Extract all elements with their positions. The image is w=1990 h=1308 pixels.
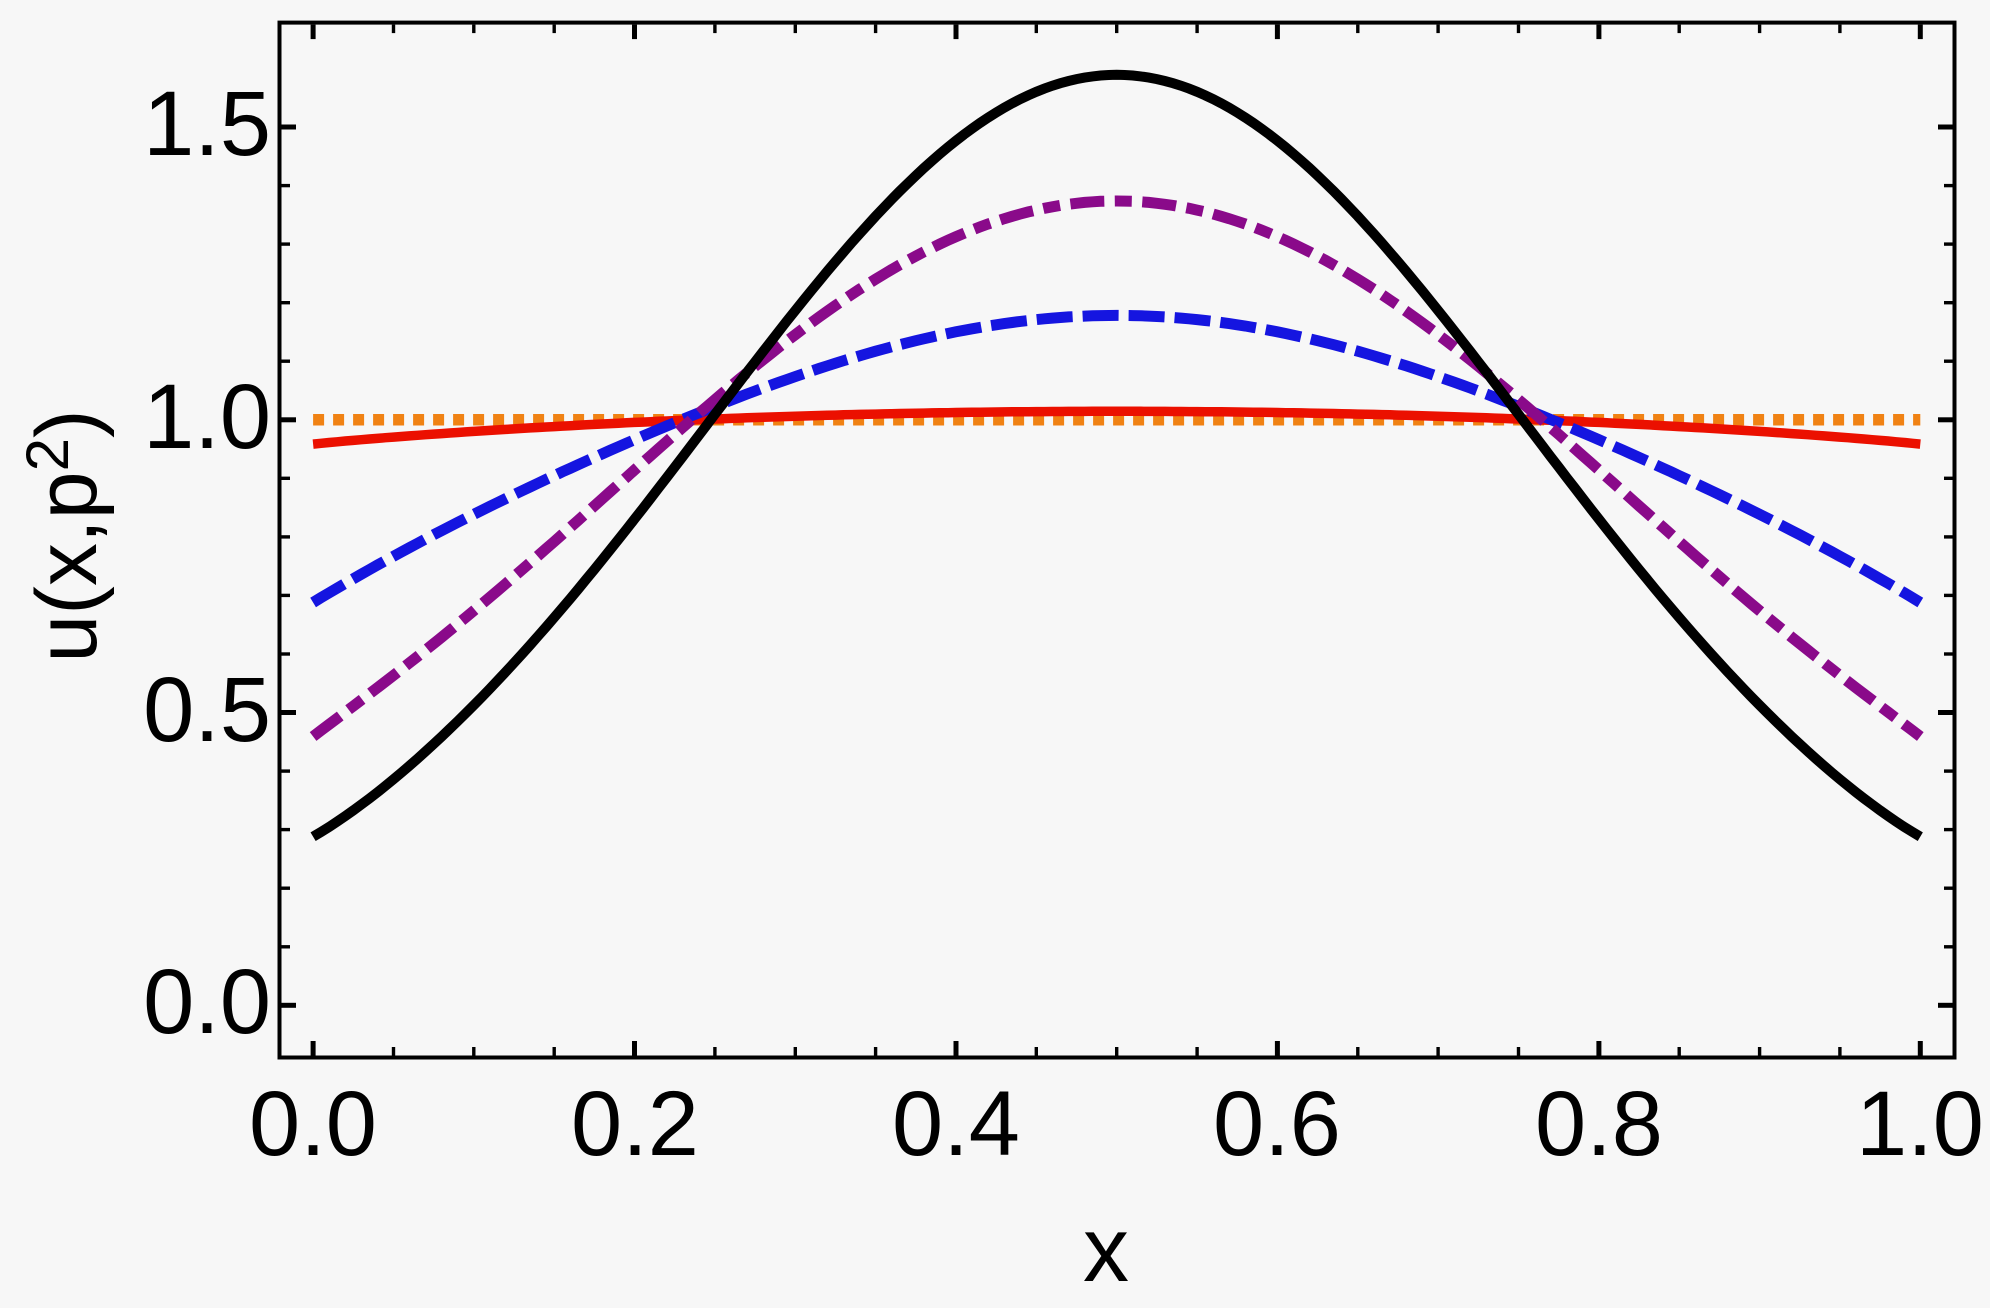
svg-text:0.0: 0.0 bbox=[143, 951, 271, 1053]
svg-text:1.5: 1.5 bbox=[143, 73, 271, 175]
svg-text:0.6: 0.6 bbox=[1213, 1073, 1341, 1175]
svg-text:0.5: 0.5 bbox=[143, 659, 271, 761]
svg-text:0.0: 0.0 bbox=[249, 1073, 377, 1175]
svg-text:1.0: 1.0 bbox=[143, 366, 271, 468]
svg-text:0.2: 0.2 bbox=[571, 1073, 699, 1175]
svg-text:0.4: 0.4 bbox=[892, 1073, 1020, 1175]
svg-text:x: x bbox=[1083, 1199, 1129, 1301]
svg-text:1.0: 1.0 bbox=[1856, 1073, 1984, 1175]
svg-text:0.8: 0.8 bbox=[1535, 1073, 1663, 1175]
